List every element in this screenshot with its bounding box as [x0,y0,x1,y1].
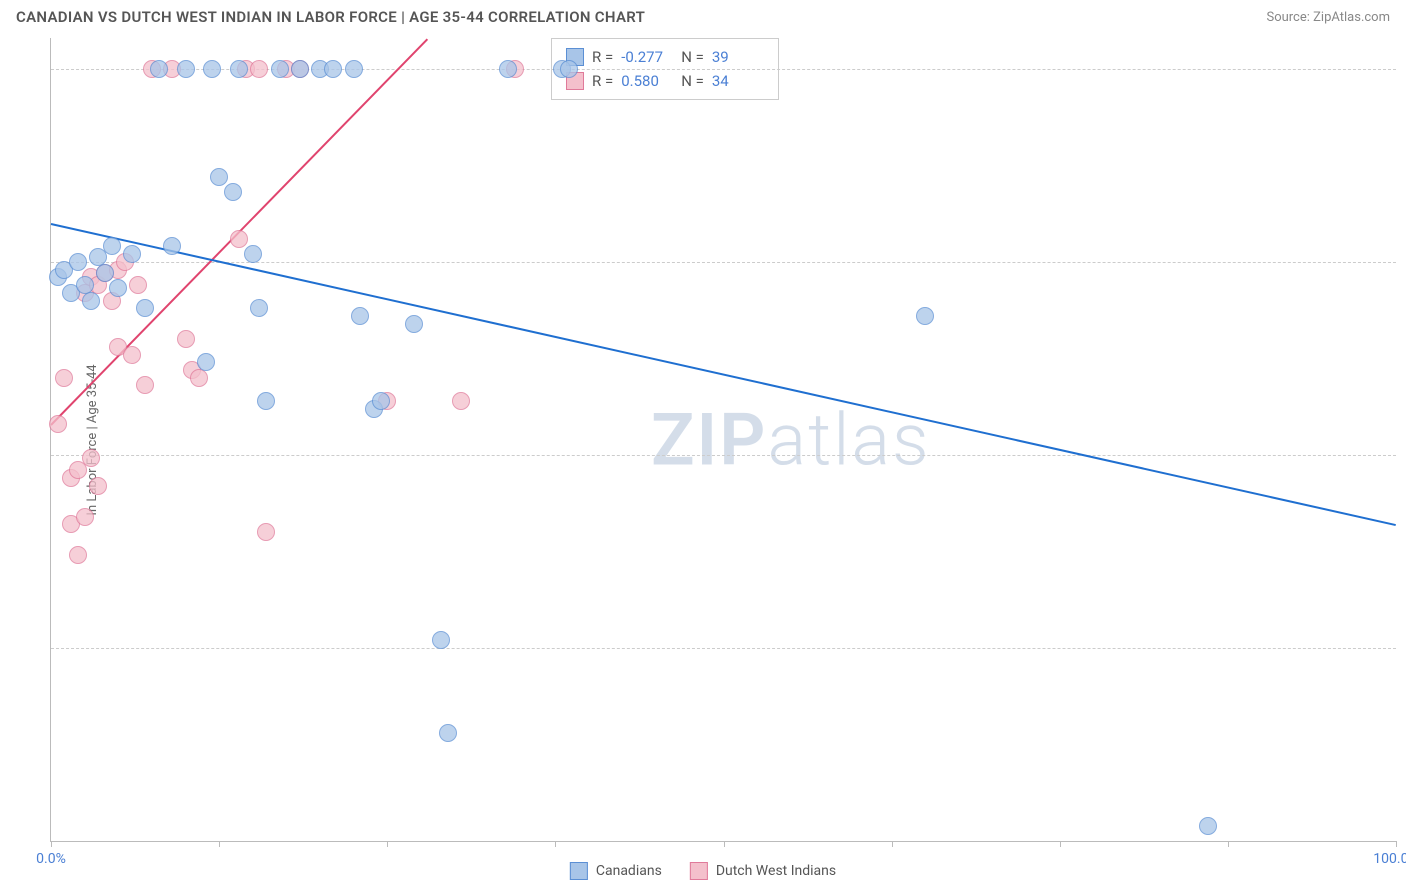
scatter-point [916,307,934,325]
n-label: N = [681,69,704,93]
chart-header: CANADIAN VS DUTCH WEST INDIAN IN LABOR F… [0,0,1406,30]
scatter-point [123,245,141,263]
chart-source: Source: ZipAtlas.com [1266,10,1390,25]
scatter-point [230,230,248,248]
swatch-icon [690,862,708,880]
legend-label: Canadians [596,863,662,879]
scatter-point [123,346,141,364]
x-tick [1060,841,1061,847]
x-tick [892,841,893,847]
scatter-point [291,60,309,78]
scatter-point [129,276,147,294]
x-tick-label: 100.0% [1373,851,1406,867]
scatter-point [89,477,107,495]
scatter-point [55,369,73,387]
scatter-point [136,376,154,394]
scatter-point [177,330,195,348]
x-tick [51,841,52,847]
scatter-point [1199,817,1217,835]
scatter-point [257,392,275,410]
scatter-point [432,631,450,649]
n-value: 34 [712,69,764,93]
x-tick [1396,841,1397,847]
x-tick [724,841,725,847]
legend-label: Dutch West Indians [716,863,836,879]
scatter-point [150,60,168,78]
scatter-point [439,724,457,742]
scatter-point [69,253,87,271]
scatter-point [69,546,87,564]
scatter-point [210,168,228,186]
legend-item-canadians: Canadians [570,862,662,880]
x-tick [219,841,220,847]
scatter-point [82,292,100,310]
bottom-legend: Canadians Dutch West Indians [570,862,836,880]
scatter-point [244,245,262,263]
chart-plot-area: In Labor Force | Age 35-44 ZIPatlas R = … [50,38,1396,842]
r-value: -0.277 [621,45,673,69]
scatter-point [405,315,423,333]
x-tick-label: 0.0% [36,851,66,867]
scatter-point [136,299,154,317]
trend-line [51,223,1396,526]
stats-row-dutch: R = 0.580 N = 34 [566,69,764,93]
scatter-point [76,508,94,526]
n-label: N = [681,45,704,69]
scatter-point [177,60,195,78]
scatter-point [163,237,181,255]
watermark-light: atlas [767,397,930,482]
scatter-point [250,299,268,317]
x-tick [387,841,388,847]
gridline-horizontal [51,455,1396,456]
watermark-bold: ZIP [651,397,767,482]
scatter-point [49,415,67,433]
scatter-point [103,237,121,255]
scatter-point [452,392,470,410]
scatter-point [190,369,208,387]
n-value: 39 [712,45,764,69]
scatter-point [257,523,275,541]
scatter-point [224,183,242,201]
x-tick [555,841,556,847]
scatter-point [203,60,221,78]
scatter-point [250,60,268,78]
r-label: R = [592,45,613,69]
x-tick [1228,841,1229,847]
chart-title: CANADIAN VS DUTCH WEST INDIAN IN LABOR F… [16,8,645,26]
scatter-point [499,60,517,78]
scatter-point [351,307,369,325]
legend-item-dutch: Dutch West Indians [690,862,836,880]
scatter-point [230,60,248,78]
scatter-point [372,392,390,410]
stats-row-canadians: R = -0.277 N = 39 [566,45,764,69]
gridline-horizontal [51,648,1396,649]
scatter-point [324,60,342,78]
scatter-point [109,279,127,297]
r-label: R = [592,69,613,93]
scatter-point [197,353,215,371]
scatter-point [345,60,363,78]
scatter-point [96,264,114,282]
r-value: 0.580 [621,69,673,93]
scatter-point [560,60,578,78]
scatter-point [82,449,100,467]
swatch-icon [570,862,588,880]
scatter-point [271,60,289,78]
